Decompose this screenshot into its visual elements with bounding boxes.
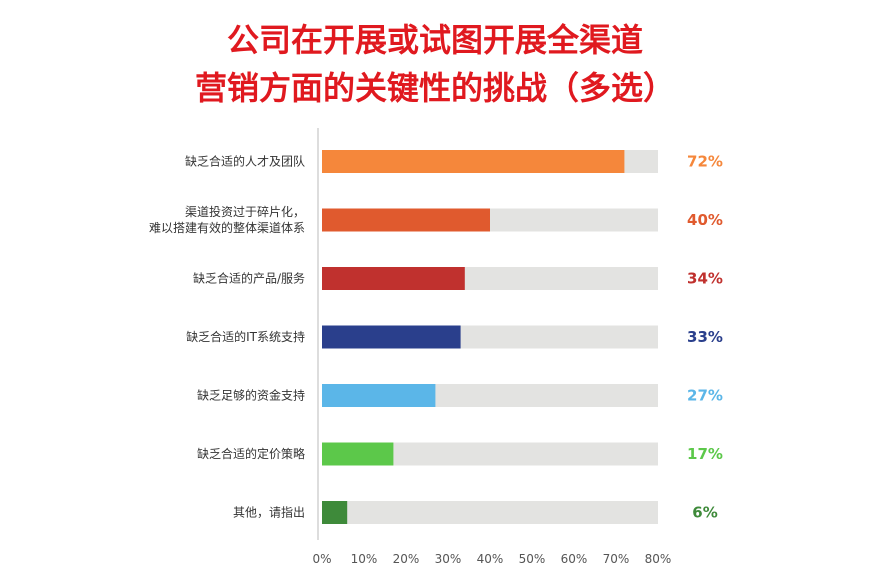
category-label: 缺乏合适的人才及团队: [185, 154, 305, 169]
category-label: 渠道投资过于碎片化，难以搭建有效的整体渠道体系: [149, 204, 305, 235]
x-tick-label: 0%: [312, 552, 331, 566]
bar: [322, 501, 348, 524]
chart-title-line-2: 营销方面的关键性的挑战（多选）: [194, 69, 675, 107]
x-tick-label: 70%: [603, 552, 630, 566]
x-tick-label: 40%: [477, 552, 504, 566]
category-label: 缺乏合适的IT系统支持: [186, 329, 305, 344]
x-tick-label: 30%: [435, 552, 462, 566]
data-label: 72%: [687, 153, 723, 171]
x-tick-label: 10%: [351, 552, 378, 566]
bar: [322, 325, 461, 349]
x-tick-label: 20%: [393, 552, 420, 566]
category-label: 其他，请指出: [233, 505, 305, 520]
bar-track: [322, 442, 658, 466]
bar: [322, 208, 490, 232]
x-tick-label: 80%: [645, 552, 672, 566]
data-label: 40%: [687, 211, 723, 229]
x-tick-label: 50%: [519, 552, 546, 566]
data-label: 33%: [687, 328, 723, 346]
data-label: 34%: [687, 270, 723, 288]
category-label: 缺乏合适的定价策略: [197, 446, 305, 461]
axis-group: 0% 10% 20% 30% 40% 50% 60% 70% 80%: [312, 128, 671, 566]
bar: [322, 442, 394, 466]
x-tick-label: 60%: [561, 552, 588, 566]
bar-track: [322, 501, 658, 524]
category-label: 缺乏足够的资金支持: [197, 388, 305, 403]
data-label: 27%: [687, 387, 723, 405]
data-label: 17%: [687, 445, 723, 463]
category-label: 缺乏合适的产品/服务: [193, 271, 305, 286]
chart-title-line-1: 公司在开展或试图开展全渠道: [226, 21, 643, 59]
bar: [322, 267, 465, 290]
data-label: 6%: [692, 504, 717, 522]
bars-group: 缺乏合适的人才及团队 72% 渠道投资过于碎片化，难以搭建有效的整体渠道体系 40% 缺…: [149, 150, 723, 524]
bar: [322, 384, 436, 407]
bar: [322, 150, 625, 173]
